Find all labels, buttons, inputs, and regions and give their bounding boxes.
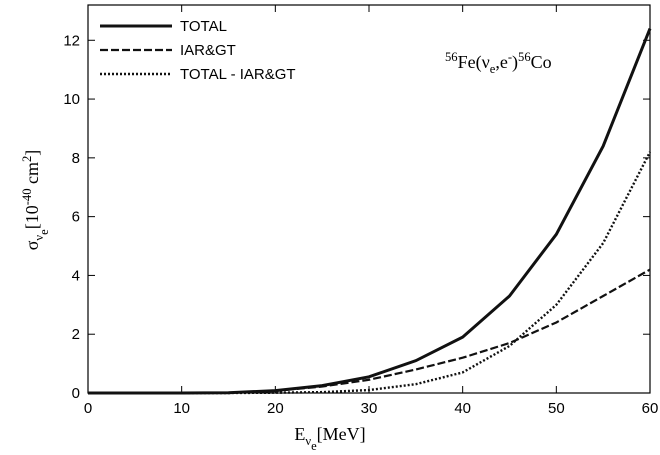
x-tick-label: 20 — [267, 400, 284, 417]
y-tick-label: 4 — [72, 267, 80, 284]
x-axis-label: Eνe[MeV] — [294, 424, 365, 453]
y-axis-label-part: -40 — [20, 189, 34, 206]
y-axis-label-part: ] — [22, 150, 42, 156]
annotation-part: 56 — [445, 50, 458, 64]
y-tick-label: 8 — [72, 150, 80, 167]
plot-frame — [87, 4, 651, 394]
annotation-part: - — [508, 50, 512, 64]
y-axis-label-part: σ — [22, 240, 42, 250]
annotation-part: Co — [531, 52, 552, 72]
x-tick-label: 40 — [454, 400, 471, 417]
annotation-part: ν — [482, 52, 490, 72]
annotation: 56Fe(νe,e-)56Co — [445, 50, 552, 76]
y-axis-label-part: ν — [32, 235, 46, 241]
series-line — [88, 27, 652, 395]
y-tick-label: 2 — [72, 326, 80, 343]
annotation-part: 56 — [518, 50, 531, 64]
y-axis-label-part: 2 — [20, 156, 34, 162]
x-tick-label: 50 — [548, 400, 565, 417]
x-tick-label: 30 — [361, 400, 378, 417]
legend-label: IAR&GT — [180, 42, 236, 59]
series-line — [88, 151, 652, 395]
y-tick-label: 12 — [63, 32, 80, 49]
x-tick-label: 10 — [173, 400, 190, 417]
x-axis-label-part: E — [294, 424, 305, 444]
y-axis-label-part: cm — [22, 162, 42, 189]
annotation-part: ,e — [495, 52, 508, 72]
y-tick-label: 10 — [63, 91, 80, 108]
legend-label: TOTAL - IAR&GT — [180, 66, 296, 83]
x-tick-label: 60 — [642, 400, 659, 417]
legend-label: TOTAL — [180, 18, 227, 35]
x-axis-label-part: e — [311, 439, 317, 453]
y-axis-label-part: [10 — [22, 205, 42, 229]
annotation-part: Fe( — [458, 52, 482, 73]
series-line — [88, 268, 651, 395]
annotation-part: e — [490, 62, 496, 76]
x-axis-label-part: ν — [305, 434, 311, 448]
x-tick-label: 0 — [84, 400, 92, 417]
y-axis-label-part: e — [37, 229, 51, 235]
y-tick-label: 0 — [72, 385, 80, 402]
annotation-part: ) — [512, 52, 518, 73]
x-axis-label-part: [MeV] — [317, 424, 366, 444]
y-axis-label: σνe[10-40 cm2] — [20, 150, 51, 251]
y-tick-label: 6 — [72, 209, 80, 226]
